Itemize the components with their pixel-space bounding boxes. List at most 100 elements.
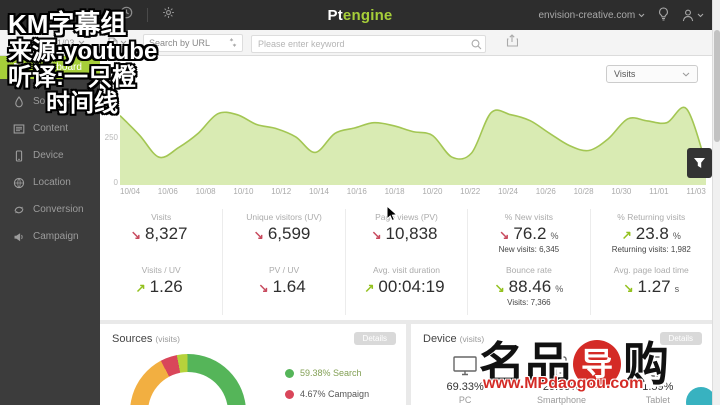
x-tick-label: 10/12 [271,187,292,196]
chat-widget-button[interactable] [686,387,716,405]
sources-icon [15,95,23,107]
document-icon [108,37,118,48]
search-mode-select[interactable]: Search by URL [143,33,243,52]
stat-visits[interactable]: Visits ↘ 8,327 [130,212,188,243]
trend-arrow: ↗ [135,281,146,295]
y-tick-label: 250 [104,133,118,142]
sidebar-item-device[interactable]: Device [0,142,100,169]
device-tablet[interactable]: 1.59% Tablet [613,353,703,405]
scrollbar-thumb[interactable] [714,30,720,142]
y-tick-label: 500 [104,91,118,100]
trend-arrow: ↘ [494,281,505,295]
keyword-input[interactable] [251,34,486,53]
pc-icon [420,353,510,377]
stat-avg-visit-duration[interactable]: Avg. visit duration ↗ 00:04:19 [344,262,467,315]
stat-unique-visitors[interactable]: Unique visitors (UV) ↘ 6,599 [222,209,344,262]
chevron-down-icon [120,40,127,45]
metric-selector[interactable]: Visits [606,65,698,83]
chart-line [120,106,706,164]
device-icon [15,149,23,162]
sources-legend: 59.38% Search 4.67% Campaign [285,368,369,399]
watermark-circle: 导 [573,340,621,388]
x-tick-label: 10/18 [384,187,405,196]
smartphone-icon [516,353,606,377]
stat-bounce-rate[interactable]: Bounce rate ↘ 88.46% Visits: 7,366 [467,262,589,315]
ptengine-logo: Ptengine [327,6,393,24]
trend-arrow: ↘ [258,281,269,295]
sources-details-button[interactable]: Details [353,332,396,345]
x-tick-label: 10/22 [460,187,481,196]
trend-arrow: ↘ [371,228,382,242]
toolbar-divider [147,8,148,22]
legend-dot [285,368,294,378]
donut-center-label: 59.38% [130,402,246,405]
sidebar-item-campaign[interactable]: Campaign [0,223,100,250]
sidebar-item-content[interactable]: Content [0,115,100,142]
sidebar-item-conversion[interactable]: Conversion [0,196,100,223]
legend-dot [285,389,294,399]
trend-arrow: ↘ [499,228,510,242]
sidebar-item-location[interactable]: Location [0,169,100,196]
legend-item-search[interactable]: 59.38% Search [285,368,369,378]
x-tick-label: 10/10 [233,187,254,196]
account-menu[interactable]: envision-creative.com [539,10,646,21]
lightbulb-icon[interactable] [658,6,669,24]
y-tick-label: 0 [113,178,118,187]
dashboard-icon [14,62,24,73]
watermark: 名品 导 购 www.MPdaogou.com [479,338,669,392]
stat-new-visits[interactable]: % New visits ↘ 76.2% New visits: 6,345 [467,209,589,262]
subtitle-line-2: 来源:youtube [8,38,158,65]
stat-returning-visits[interactable]: % Returning visits ↗ 23.8% Returning visi… [589,209,712,262]
sort-arrows-icon [229,38,237,47]
keyword-search [251,34,486,55]
funnel-icon [694,158,705,168]
filter-button[interactable] [687,148,712,178]
filter-toolbar: 10/04 - 11/03 Search by URL [0,30,720,56]
sources-panel-title: Sources [112,332,153,345]
content-icon [13,123,25,134]
device-smartphone[interactable]: 29.09% Smartphone [516,353,606,405]
device-pc[interactable]: 69.33% PC [420,353,510,405]
legend-item-campaign[interactable]: 4.67% Campaign [285,389,369,399]
trend-arrow: ↗ [621,228,632,242]
stat-visits-per-uv[interactable]: Visits / UV ↗ 1.26 [135,265,183,296]
trend-arrow: ↘ [130,228,141,242]
device-panel-title: Device [423,332,457,345]
sources-donut-chart[interactable] [130,354,246,405]
chevron-down-icon [638,10,645,21]
top-bar: Ptengine envision-creative.com [0,0,720,30]
x-tick-label: 10/14 [308,187,330,196]
stat-page-views[interactable]: Page views (PV) ↘ 10,838 [344,209,467,262]
page-scrollbar[interactable] [712,0,720,405]
globe-icon [13,177,25,188]
x-tick-label: 10/16 [346,187,367,196]
export-menu[interactable] [108,37,127,49]
sources-panel: Sources (visits) Details 59.38% 59.38% S… [100,324,406,405]
x-tick-label: 10/08 [195,187,216,196]
sidebar-item-sources[interactable]: Sources [0,88,100,115]
x-tick-label: 10/04 [120,187,141,196]
x-axis: 10/04 10/06 10/08 10/10 10/12 10/14 10/16 10/18… [120,187,706,196]
user-menu[interactable] [682,9,704,22]
stat-avg-page-load-time[interactable]: Avg. page load time ↘ 1.27 s [589,262,712,315]
x-tick-label: 10/24 [497,187,518,196]
area-chart[interactable] [120,96,706,185]
device-details-button[interactable]: Details [659,332,702,345]
conversion-icon [14,206,24,213]
watermark-url: www.MPdaogou.com [483,375,644,392]
stat-pv-per-uv[interactable]: PV / UV ↘ 1.64 [222,262,344,315]
clock-icon[interactable] [120,6,133,24]
device-panel: Device (visits) Details 69.33% PC 29.09%… [411,324,712,405]
trend-arrow: ↘ [253,228,264,242]
trend-arrow: ↗ [364,281,375,295]
chevron-down-icon [682,72,690,76]
x-tick-label: 10/30 [611,187,632,196]
sidebar-item-dashboard[interactable]: Dashboard [0,56,100,79]
user-icon [682,9,694,21]
gear-icon[interactable] [162,6,175,24]
share-icon[interactable] [506,33,519,52]
date-range-picker[interactable]: 10/04 - 11/03 [8,38,100,48]
trend-chart-panel: Visits 500 250 0 10/04 10/06 10/08 10/10 10/… [100,56,712,203]
search-icon[interactable] [471,37,482,55]
